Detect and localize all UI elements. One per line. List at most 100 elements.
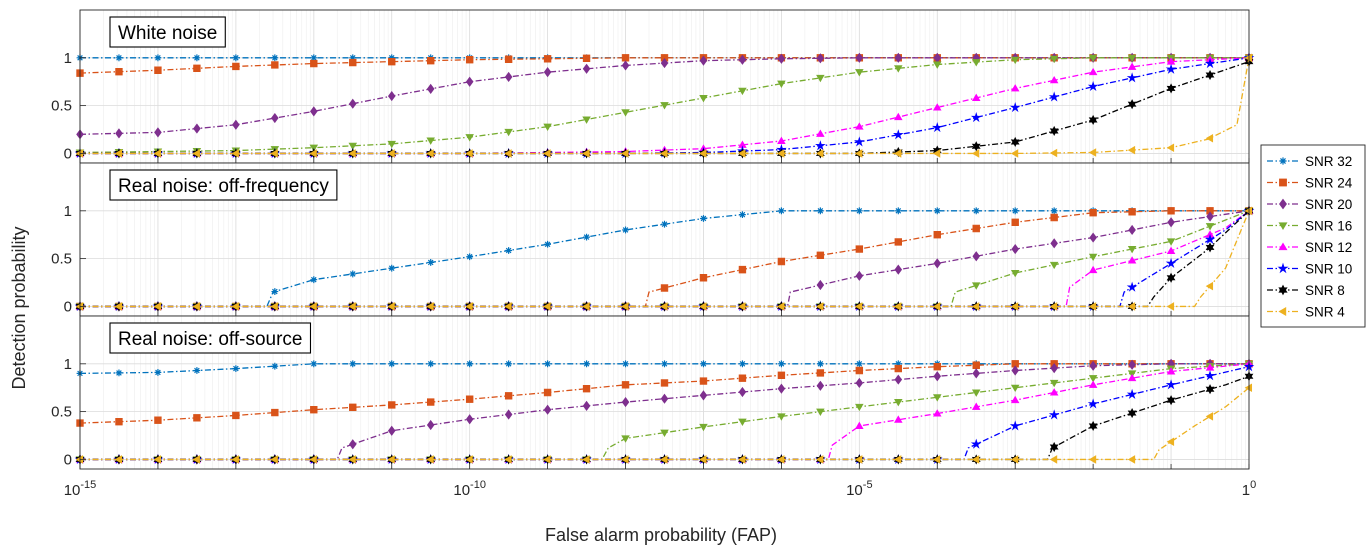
marker-snr-10 <box>1126 281 1138 292</box>
marker-snr-4 <box>1244 53 1253 63</box>
legend-marker-snr-16 <box>1278 222 1288 231</box>
marker-snr-4 <box>893 302 902 311</box>
marker-snr-24 <box>271 61 279 69</box>
marker-snr-24 <box>427 56 435 65</box>
marker-snr-16 <box>1010 269 1020 278</box>
y-tick-label: 0.5 <box>51 98 72 115</box>
marker-snr-32 <box>388 264 396 272</box>
marker-snr-16 <box>738 418 747 427</box>
marker-snr-24 <box>1011 360 1019 368</box>
marker-snr-24 <box>1206 207 1214 215</box>
marker-snr-24 <box>816 251 825 259</box>
marker-snr-12 <box>933 103 942 111</box>
marker-snr-20 <box>816 279 825 291</box>
marker-snr-24 <box>1089 209 1097 217</box>
marker-snr-20 <box>816 53 825 64</box>
legend-label: SNR 16 <box>1305 219 1352 234</box>
marker-snr-24 <box>777 371 786 379</box>
marker-snr-24 <box>894 238 902 246</box>
marker-snr-32 <box>388 360 396 368</box>
marker-snr-32 <box>855 360 863 368</box>
marker-snr-16 <box>1166 238 1176 246</box>
y-tick-label: 0 <box>64 451 72 468</box>
marker-snr-32 <box>583 233 590 241</box>
marker-snr-24 <box>933 362 941 371</box>
marker-snr-20 <box>621 60 630 71</box>
marker-snr-16 <box>660 429 669 438</box>
marker-snr-24 <box>465 56 474 64</box>
marker-snr-16 <box>855 69 864 77</box>
marker-snr-24 <box>193 64 201 73</box>
marker-snr-24 <box>232 62 240 71</box>
legend-marker-snr-4 <box>1278 307 1287 316</box>
marker-snr-4 <box>426 302 434 311</box>
marker-snr-4 <box>621 302 629 311</box>
marker-snr-16 <box>699 94 708 103</box>
legend-label: SNR 12 <box>1305 240 1352 255</box>
marker-snr-24 <box>232 411 240 420</box>
plot-area <box>80 10 1249 163</box>
marker-snr-12 <box>894 415 903 423</box>
marker-snr-4 <box>153 455 161 464</box>
marker-snr-32 <box>778 207 785 215</box>
marker-snr-24 <box>582 54 591 62</box>
legend-item-snr-4: SNR 4 <box>1267 305 1345 320</box>
marker-snr-4 <box>1049 302 1058 311</box>
marker-snr-20 <box>1011 365 1019 376</box>
marker-snr-20 <box>738 386 747 398</box>
marker-snr-16 <box>1049 55 1059 64</box>
marker-snr-32 <box>1050 207 1058 215</box>
marker-snr-16 <box>855 403 864 412</box>
marker-snr-12 <box>1127 373 1137 382</box>
legend-label: SNR 10 <box>1305 262 1352 277</box>
x-tick-label: 10-5 <box>846 479 872 499</box>
marker-snr-24 <box>349 58 357 67</box>
legend-label: SNR 32 <box>1305 154 1352 169</box>
marker-snr-20 <box>1089 360 1097 371</box>
marker-snr-32 <box>739 360 746 368</box>
marker-snr-4 <box>738 455 746 464</box>
marker-snr-32 <box>816 360 824 368</box>
marker-snr-24 <box>115 67 123 76</box>
marker-snr-32 <box>349 360 357 368</box>
marker-snr-4 <box>387 149 395 158</box>
marker-snr-20 <box>660 57 669 69</box>
marker-snr-32 <box>427 259 435 266</box>
marker-snr-4 <box>114 302 122 311</box>
marker-snr-16 <box>348 142 358 151</box>
marker-snr-4 <box>621 455 629 464</box>
legend-marker-snr-32 <box>1279 157 1287 165</box>
panel-title-box <box>109 169 338 201</box>
marker-snr-16 <box>582 116 591 124</box>
marker-snr-4 <box>387 455 395 464</box>
marker-snr-4 <box>1244 206 1253 216</box>
marker-snr-16 <box>504 128 513 137</box>
marker-snr-8 <box>1010 136 1020 148</box>
legend: SNR 32 SNR 24 SNR 20 SNR 16 SNR 12 SNR 10 SNR … <box>1260 144 1366 328</box>
marker-snr-20 <box>1050 238 1058 249</box>
marker-snr-16 <box>1049 261 1059 270</box>
marker-snr-20 <box>154 127 162 138</box>
marker-snr-24 <box>699 274 708 282</box>
legend-item-snr-8: SNR 8 <box>1267 283 1345 298</box>
marker-snr-12 <box>1127 62 1137 70</box>
marker-snr-4 <box>893 149 902 158</box>
marker-snr-4 <box>270 149 278 158</box>
marker-snr-10 <box>1204 370 1216 381</box>
marker-snr-20 <box>855 52 864 63</box>
marker-snr-24 <box>855 245 864 253</box>
marker-snr-32 <box>894 207 902 215</box>
series-group <box>74 358 1255 465</box>
marker-snr-20 <box>1128 224 1136 236</box>
marker-snr-24 <box>465 395 474 403</box>
marker-snr-4 <box>816 455 824 464</box>
marker-snr-4 <box>192 302 200 311</box>
marker-snr-32 <box>622 226 629 234</box>
marker-snr-32 <box>700 215 707 222</box>
marker-snr-24 <box>543 55 552 63</box>
marker-snr-4 <box>504 302 512 311</box>
marker-snr-20 <box>1011 243 1019 255</box>
marker-snr-4 <box>816 149 824 158</box>
marker-snr-4 <box>309 149 317 158</box>
